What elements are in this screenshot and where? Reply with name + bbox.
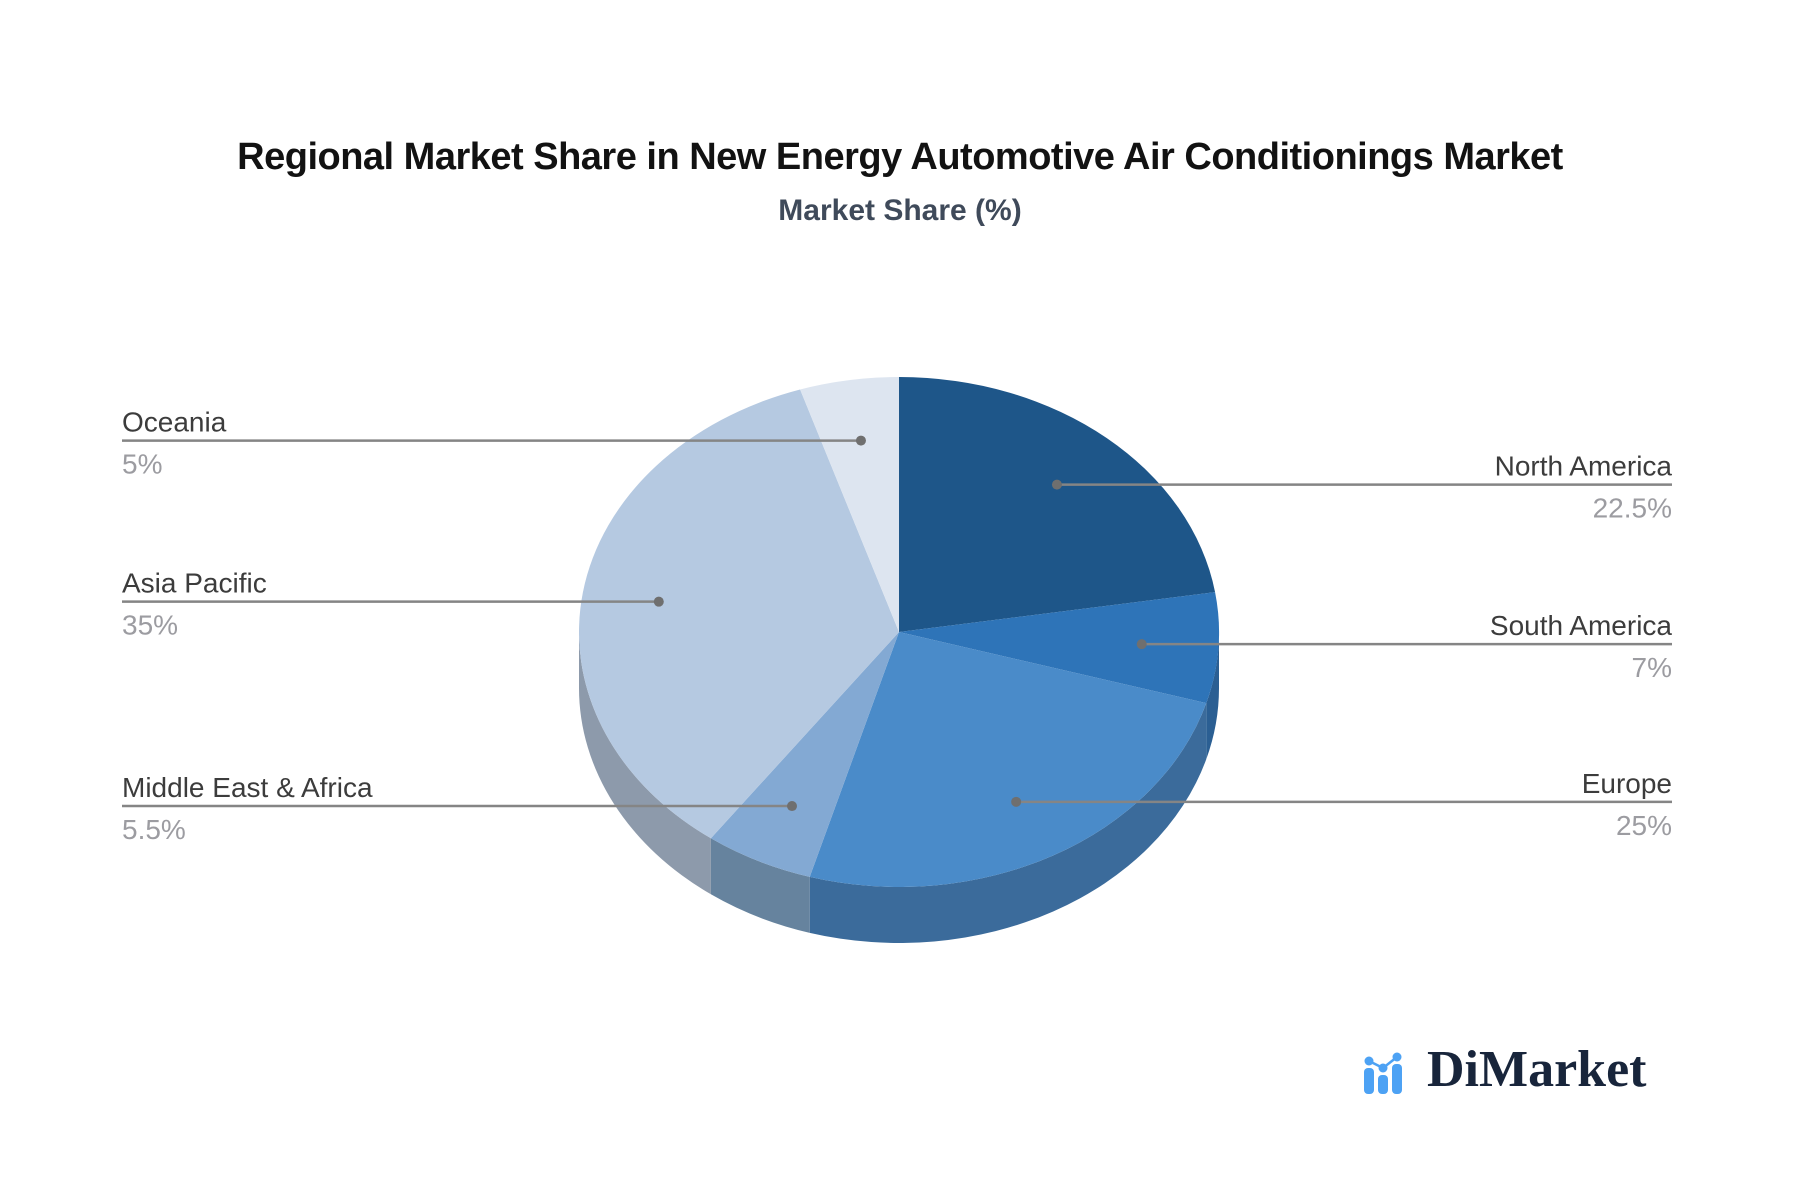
- chart-title: Regional Market Share in New Energy Auto…: [237, 136, 1563, 178]
- pie-slice-side-europe: [809, 703, 1207, 944]
- slice-label-south-america: South America: [1490, 610, 1673, 641]
- slice-label-oceania: Oceania: [122, 407, 227, 438]
- chart-subtitle: Market Share (%): [778, 194, 1022, 227]
- slice-value-middle-east-africa: 5.5%: [122, 814, 186, 845]
- pie-slice-europe[interactable]: [809, 632, 1207, 887]
- pie-slice-side-asia-pacific: [579, 632, 711, 895]
- pie-slice-north-america[interactable]: [899, 377, 1216, 632]
- pie-slice-asia-pacific[interactable]: [579, 389, 899, 839]
- pie-slice-side-south-america: [1206, 632, 1219, 760]
- pie-slice-middle-east-africa[interactable]: [710, 632, 899, 877]
- leader-dot-south-america: [1136, 639, 1147, 650]
- slice-label-middle-east-africa: Middle East & Africa: [122, 772, 373, 803]
- pie-slice-side-middle-east-africa: [710, 838, 810, 933]
- brand-logo: DiMarket: [1362, 1030, 1647, 1099]
- slice-value-oceania: 5%: [122, 449, 162, 480]
- slice-value-asia-pacific: 35%: [122, 610, 178, 641]
- slice-label-north-america: North America: [1495, 451, 1673, 482]
- pie-slice-south-america[interactable]: [899, 592, 1220, 704]
- leader-dot-oceania: [855, 435, 866, 446]
- slice-value-north-america: 22.5%: [1593, 493, 1672, 524]
- leader-dot-europe: [1011, 796, 1022, 807]
- leader-dot-north-america: [1051, 479, 1062, 490]
- leader-dot-middle-east-africa: [787, 801, 798, 812]
- slice-label-asia-pacific: Asia Pacific: [122, 568, 267, 599]
- slice-label-europe: Europe: [1582, 768, 1672, 799]
- slice-value-europe: 25%: [1616, 810, 1672, 841]
- brand-name: DiMarket: [1427, 1041, 1647, 1099]
- bar-chart-logo-icon: [1364, 1052, 1402, 1094]
- leader-dot-asia-pacific: [653, 596, 664, 607]
- slice-value-south-america: 7%: [1632, 652, 1672, 683]
